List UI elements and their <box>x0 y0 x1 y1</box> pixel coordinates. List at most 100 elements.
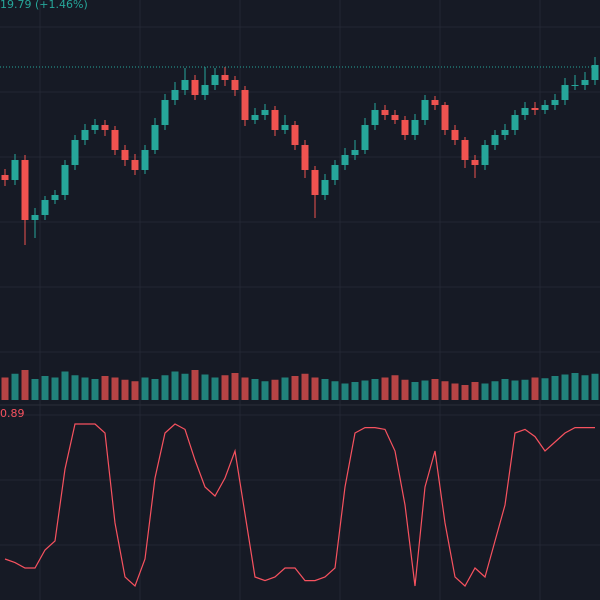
candle-body <box>301 145 309 170</box>
volume-bar <box>131 381 139 400</box>
volume-bar <box>571 373 579 400</box>
candle-body <box>131 160 139 170</box>
candle-body <box>111 130 119 150</box>
candle-body <box>491 135 499 145</box>
candle-body <box>31 215 39 220</box>
volume-bar <box>291 376 299 400</box>
volume-bar <box>21 370 29 400</box>
candle-body <box>281 125 289 130</box>
candle-body <box>441 105 449 130</box>
candle-body <box>351 150 359 155</box>
candle-body <box>61 165 69 195</box>
candle-body <box>551 100 559 105</box>
volume-bar <box>321 379 329 400</box>
volume-bar <box>121 379 129 400</box>
candle-body <box>91 125 99 130</box>
volume-bar <box>421 380 429 400</box>
volume-bar <box>531 377 539 400</box>
volume-bar <box>561 374 569 400</box>
candle-body <box>171 90 179 100</box>
volume-bar <box>41 376 49 400</box>
candle-body <box>271 110 279 130</box>
volume-bar <box>201 374 209 400</box>
volume-bar <box>91 379 99 400</box>
candle-body <box>21 160 29 220</box>
candle-body <box>151 125 159 150</box>
volume-bar <box>461 385 469 400</box>
candle-body <box>221 75 229 80</box>
oscillator-readout: 0.89 <box>0 407 25 420</box>
candle-body <box>201 85 209 95</box>
candle-body <box>321 180 329 195</box>
candle-body <box>511 115 519 130</box>
candle-body <box>71 140 79 165</box>
volume-bar <box>301 373 309 400</box>
volume-bar <box>481 383 489 400</box>
volume-bar <box>541 378 549 400</box>
volume-bar <box>451 383 459 400</box>
candle-body <box>571 85 579 86</box>
volume-bar <box>361 380 369 400</box>
candle-body <box>371 110 379 125</box>
candle-body <box>461 140 469 160</box>
volume-bar <box>171 371 179 400</box>
volume-bar <box>231 373 239 400</box>
volume-bar <box>251 379 259 400</box>
candle-body <box>11 160 19 180</box>
candle-body <box>231 80 239 90</box>
volume-bar <box>81 377 89 400</box>
candle-body <box>361 125 369 150</box>
candle-body <box>241 90 249 120</box>
volume-bar <box>111 377 119 400</box>
candle-body <box>101 125 109 130</box>
candle-body <box>311 170 319 195</box>
volume-bar <box>161 375 169 400</box>
volume-bar <box>51 377 59 400</box>
volume-bar <box>581 375 589 400</box>
candle-body <box>521 108 529 115</box>
candle-body <box>251 115 259 120</box>
volume-bar <box>271 379 279 400</box>
price-readout: 19.79 (+1.46%) <box>0 0 88 11</box>
volume-bar <box>471 382 479 400</box>
volume-bar <box>141 377 149 400</box>
volume-bar <box>391 375 399 400</box>
candle-body <box>561 85 569 100</box>
candle-body <box>411 120 419 135</box>
candle-body <box>391 115 399 120</box>
candle-body <box>51 195 59 200</box>
candle-body <box>581 80 589 85</box>
volume-bar <box>551 376 559 400</box>
candle-body <box>141 150 149 170</box>
volume-bar <box>221 375 229 400</box>
candle-body <box>401 120 409 135</box>
volume-bar <box>191 370 199 400</box>
volume-bar <box>1 377 9 400</box>
volume-bar <box>521 379 529 400</box>
volume-bar <box>241 377 249 400</box>
volume-bar <box>431 379 439 400</box>
candle-body <box>471 160 479 165</box>
candle-body <box>531 108 539 110</box>
volume-bar <box>501 379 509 400</box>
volume-bar <box>441 381 449 400</box>
candle-body <box>421 100 429 120</box>
candle-body <box>1 175 9 180</box>
candle-body <box>501 130 509 135</box>
candle-body <box>331 165 339 180</box>
oscillator-line <box>4 423 595 588</box>
candle-body <box>191 80 199 95</box>
volume-bar <box>311 377 319 400</box>
volume-bar <box>351 382 359 400</box>
volume-bar <box>381 377 389 400</box>
candle-body <box>121 150 129 160</box>
candle-body <box>211 75 219 85</box>
volume-bar <box>411 382 419 400</box>
volume-bar <box>371 379 379 400</box>
candle-body <box>341 155 349 165</box>
candle-body <box>541 105 549 110</box>
volume-bar <box>181 373 189 400</box>
volume-bar <box>331 381 339 400</box>
